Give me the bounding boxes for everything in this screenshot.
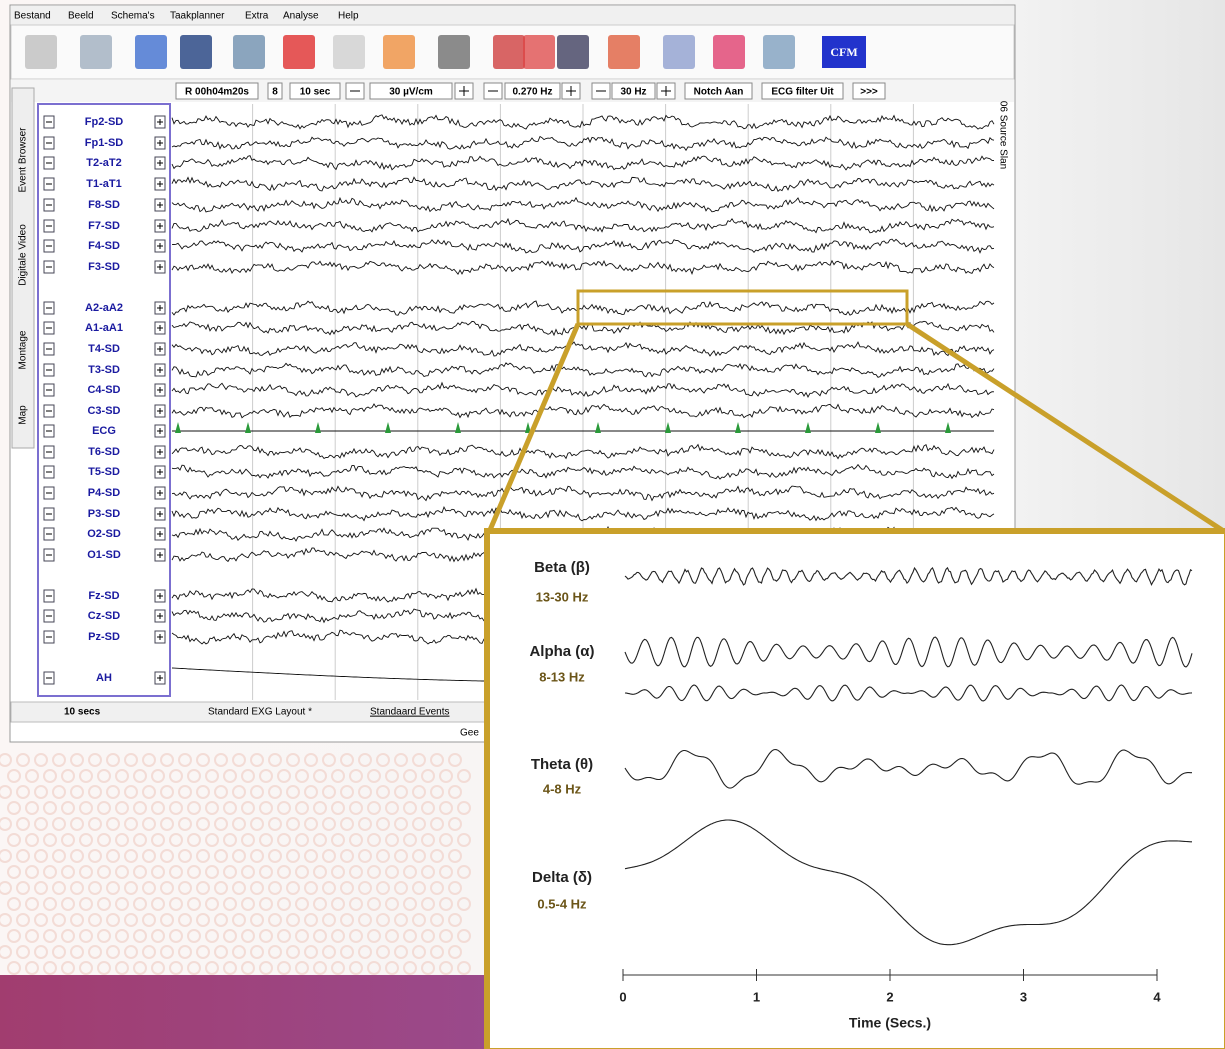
side-tab[interactable]: Map bbox=[18, 405, 29, 425]
channel-label[interactable]: T6-SD bbox=[88, 446, 120, 458]
control-label[interactable]: 30 Hz bbox=[620, 87, 646, 98]
band-range: 13-30 Hz bbox=[536, 589, 589, 604]
menu-item[interactable]: Taakplanner bbox=[170, 11, 225, 22]
toolbar-icon[interactable] bbox=[713, 35, 745, 69]
band-name: Alpha (α) bbox=[529, 643, 594, 660]
channel-label[interactable]: A2-aA2 bbox=[85, 302, 123, 314]
screenshot: Bestand Beeld Schema's Taakplanner Extra Anal… bbox=[0, 0, 1225, 1049]
channel-label[interactable]: T3-SD bbox=[88, 364, 120, 376]
axis-tick-label: 0 bbox=[619, 989, 626, 1004]
menu-item[interactable]: Help bbox=[338, 11, 359, 22]
toolbar-icon[interactable] bbox=[383, 35, 415, 69]
toolbar-icon[interactable] bbox=[25, 35, 57, 69]
inset-panel bbox=[487, 531, 1225, 1049]
toolbar-icon[interactable] bbox=[557, 35, 589, 69]
channel-label[interactable]: F4-SD bbox=[88, 240, 120, 252]
control-label[interactable]: 8 bbox=[272, 87, 278, 98]
menu-item[interactable]: Beeld bbox=[68, 11, 94, 22]
layout-tab[interactable]: Standard EXG Layout * bbox=[208, 707, 312, 718]
channel-label[interactable]: F3-SD bbox=[88, 261, 120, 273]
band-range: 8-13 Hz bbox=[539, 669, 585, 684]
toolbar-icon[interactable] bbox=[523, 35, 555, 69]
channel-label[interactable]: F7-SD bbox=[88, 220, 120, 232]
axis-tick-label: 1 bbox=[753, 989, 760, 1004]
duration[interactable]: 10 secs bbox=[64, 707, 101, 718]
band-range: 4-8 Hz bbox=[543, 781, 582, 796]
events-tab[interactable]: Standaard Events bbox=[370, 707, 450, 718]
band-name: Delta (δ) bbox=[532, 869, 592, 886]
footer-band bbox=[0, 975, 500, 1049]
channel-label[interactable]: P3-SD bbox=[88, 508, 120, 520]
menu-item[interactable]: Bestand bbox=[14, 11, 51, 22]
right-tab[interactable]: 06 Source Slan bbox=[997, 101, 1008, 169]
menu-item[interactable]: Analyse bbox=[283, 11, 319, 22]
channel-label[interactable]: P4-SD bbox=[88, 487, 120, 499]
toolbar-icon[interactable] bbox=[438, 35, 470, 69]
toolbar-icon[interactable] bbox=[493, 35, 525, 69]
icon-label[interactable]: CFM bbox=[830, 45, 857, 59]
band-range: 0.5-4 Hz bbox=[537, 896, 587, 911]
channel-label[interactable]: Fp2-SD bbox=[85, 116, 124, 128]
channel-label[interactable]: Fz-SD bbox=[88, 590, 119, 602]
band-name: Theta (θ) bbox=[531, 756, 593, 773]
toolbar-icon[interactable] bbox=[763, 35, 795, 69]
channel-label[interactable]: O1-SD bbox=[87, 549, 121, 561]
channel-label[interactable]: AH bbox=[96, 672, 112, 684]
axis-tick-label: 2 bbox=[886, 989, 893, 1004]
axis-label: Time (Secs.) bbox=[849, 1015, 931, 1031]
toolbar-icon[interactable] bbox=[180, 35, 212, 69]
control-label[interactable]: ECG filter Uit bbox=[771, 87, 834, 98]
channel-label[interactable]: T2-aT2 bbox=[86, 157, 121, 169]
band-name: Beta (β) bbox=[534, 559, 590, 576]
channel-label[interactable]: T1-aT1 bbox=[86, 178, 121, 190]
channel-label[interactable]: F8-SD bbox=[88, 199, 120, 211]
control-label[interactable]: Notch Aan bbox=[694, 87, 744, 98]
control-label[interactable]: >>> bbox=[860, 87, 878, 98]
status: Gee bbox=[460, 728, 479, 739]
toolbar-icon[interactable] bbox=[608, 35, 640, 69]
toolbar-icon[interactable] bbox=[135, 35, 167, 69]
menu-item[interactable]: Schema's bbox=[111, 11, 155, 22]
toolbar-icon[interactable] bbox=[233, 35, 265, 69]
channel-label[interactable]: Cz-SD bbox=[88, 610, 120, 622]
toolbar-icon[interactable] bbox=[663, 35, 695, 69]
side-tab[interactable]: Event Browser bbox=[18, 127, 29, 193]
menu-bar bbox=[11, 6, 1014, 25]
control-label[interactable]: 30 µV/cm bbox=[389, 87, 433, 98]
side-tab[interactable]: Montage bbox=[18, 330, 29, 369]
menu-item[interactable]: Extra bbox=[245, 11, 269, 22]
axis-tick-label: 3 bbox=[1020, 989, 1027, 1004]
channel-label[interactable]: O2-SD bbox=[87, 528, 121, 540]
control-label[interactable]: 10 sec bbox=[300, 87, 331, 98]
toolbar-icon[interactable] bbox=[333, 35, 365, 69]
control-label[interactable]: 0.270 Hz bbox=[512, 87, 552, 98]
channel-label[interactable]: Fp1-SD bbox=[85, 137, 124, 149]
channel-label[interactable]: A1-aA1 bbox=[85, 322, 123, 334]
channel-panel bbox=[38, 104, 170, 696]
channel-label[interactable]: Pz-SD bbox=[88, 631, 120, 643]
channel-label[interactable]: T5-SD bbox=[88, 466, 120, 478]
channel-label[interactable]: T4-SD bbox=[88, 343, 120, 355]
channel-label[interactable]: C3-SD bbox=[87, 405, 120, 417]
channel-label[interactable]: C4-SD bbox=[87, 384, 120, 396]
axis-tick-label: 4 bbox=[1153, 989, 1161, 1004]
channel-label[interactable]: ECG bbox=[92, 425, 116, 437]
side-tab[interactable]: Digitale Video bbox=[18, 224, 29, 286]
control-label[interactable]: R 00h04m20s bbox=[185, 87, 249, 98]
toolbar-icon[interactable] bbox=[80, 35, 112, 69]
toolbar-icon[interactable] bbox=[283, 35, 315, 69]
